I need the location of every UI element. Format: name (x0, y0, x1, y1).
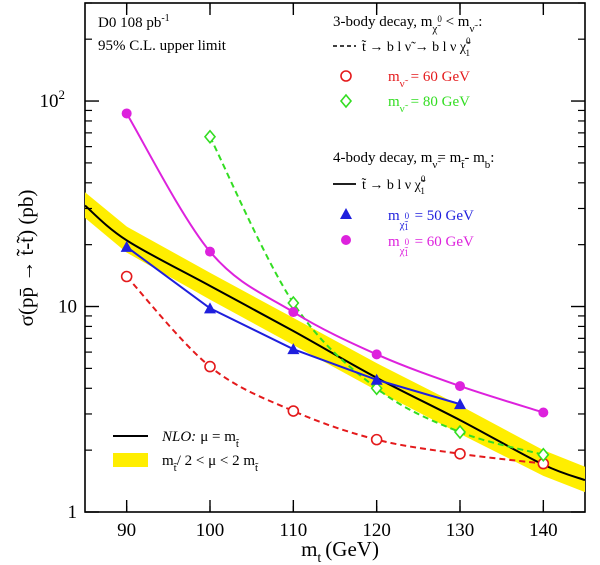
legend-marker-open-diamond (339, 93, 353, 109)
confidence-level-label: 95% C.L. upper limit (98, 38, 227, 54)
data-point-2-130 (454, 398, 466, 410)
marker-layer (120, 108, 550, 470)
series-line-1 (209, 136, 544, 456)
data-point-0-120 (370, 433, 383, 446)
y-tick-label-1: 1 (68, 502, 78, 523)
data-point-3-110 (288, 307, 299, 318)
data-point-0-100 (204, 360, 216, 373)
legend-label-sneutrino-80: mν̃ = 80 GeV (388, 94, 470, 115)
data-point-0-110 (287, 405, 300, 417)
legend-entry-sneutrino-80: mν̃ = 80 GeV (339, 93, 470, 115)
legend-marker-filled-circle (341, 235, 351, 245)
data-point-0-130 (454, 447, 466, 460)
x-tick-label-100: 100 (196, 520, 225, 541)
legend-four-body-header: 4-body decay, mν̃= mt̃- mb: (333, 150, 494, 171)
nlo-uncertainty-band (85, 192, 585, 493)
legend-band-label: mt̃/ 2 < μ < 2 mt̃ (162, 453, 259, 474)
legend-label-neutralino-60: mχ̃0 1= 60 GeV (388, 234, 474, 258)
data-point-3-120 (371, 349, 382, 360)
x-tick-label-130: 130 (446, 520, 475, 541)
legend-band-sample (113, 453, 148, 467)
data-point-1-100 (203, 129, 217, 145)
legend-entry-neutralino-50: mχ̃0 1= 50 GeV (340, 208, 474, 232)
x-tick-label-140: 140 (529, 520, 558, 541)
x-tick-label-90: 90 (117, 520, 136, 541)
legend-three-body-header: 3-body decay, mχ̃0 < mν̃ : (333, 14, 482, 35)
data-point-0-90 (120, 270, 133, 283)
legend-three-body: 3-body decay, mχ̃0 < mν̃ : t̃ → b l ν̃ →… (333, 14, 482, 115)
experiment-label: D0 108 pb-1 (98, 13, 170, 31)
legend-three-body-decay: t̃ → b l ν̃ → b l ν χ̃0 1 (362, 36, 471, 58)
y-tick-label-exponent: 2 (59, 87, 66, 102)
curve-layer (85, 112, 585, 482)
data-point-2-120 (370, 373, 383, 385)
data-point-3-130 (455, 381, 465, 392)
legend-marker-filled-triangle (340, 208, 352, 219)
data-point-3-140 (538, 407, 549, 418)
y-tick-label-100: 102 (40, 87, 66, 112)
data-point-2-110 (287, 343, 300, 355)
plot-frame (84, 2, 586, 513)
y-axis-title: σ(pp̄ → t̃-t̃) (pb) (14, 190, 38, 327)
data-point-2-90 (120, 240, 133, 252)
legend-nlo: NLO: μ = mt̃ mt̃/ 2 < μ < 2 mt̃ (113, 429, 259, 474)
y-tick-label-10: 10 (58, 297, 77, 318)
legend-four-body: 4-body decay, mν̃= mt̃- mb: t̃ → b l ν χ… (333, 150, 494, 258)
legend-marker-open-circle (340, 70, 352, 82)
legend-entry-neutralino-60: mχ̃0 1= 60 GeV (341, 234, 474, 258)
x-tick-label-110: 110 (279, 520, 307, 541)
legend-four-body-decay: t̃ → b l ν χ̃0 1 (362, 174, 426, 196)
data-point-3-90 (121, 108, 132, 119)
data-point-2-100 (204, 302, 216, 314)
series-line-0 (125, 275, 544, 465)
legend-nlo-label: NLO: μ = mt̃ (161, 429, 240, 450)
data-point-1-140 (537, 447, 550, 462)
x-axis-title: mt (GeV) (301, 537, 379, 565)
data-point-1-130 (453, 424, 467, 440)
nlo-band-layer (85, 192, 585, 493)
data-point-3-100 (205, 246, 215, 257)
x-tick-label-120: 120 (362, 520, 391, 541)
legend-label-sneutrino-60: mν̃ = 60 GeV (388, 69, 470, 90)
data-point-1-120 (370, 381, 383, 396)
legend-label-neutralino-50: mχ̃0 1= 50 GeV (388, 208, 474, 232)
legend-entry-sneutrino-60: mν̃ = 60 GeV (340, 69, 470, 90)
